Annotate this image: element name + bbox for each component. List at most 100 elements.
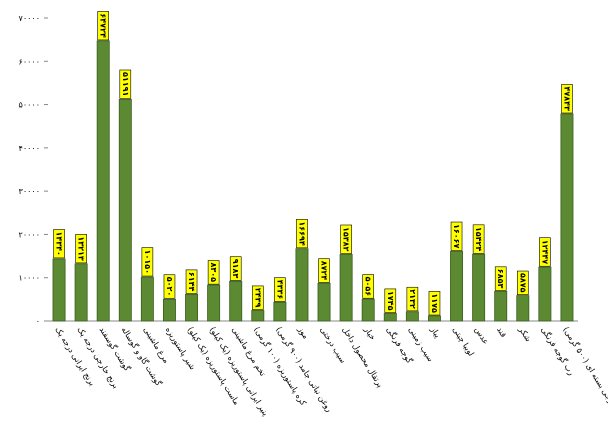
value-label-text: ۵۸۷۵ — [518, 273, 527, 293]
value-label-text: ۱۵۴۲۴ — [474, 227, 483, 252]
x-tick-label: پرتقال محصول داخل — [340, 325, 384, 389]
value-label: ۱۵۳۸۲ — [340, 224, 352, 254]
x-tick-label: لوبیا چیتی — [451, 325, 476, 357]
value-label: ۱۲۴۴۷ — [539, 237, 551, 267]
bar — [118, 99, 132, 322]
value-label: ۴۳۳۶ — [274, 277, 286, 302]
value-label-text: ۱۱۷۵ — [430, 293, 439, 313]
value-label-text: ۶۸۵۳ — [496, 269, 505, 289]
value-label-text: ۴۳۳۶ — [275, 280, 284, 300]
value-label: ۴۷۸۴۳ — [561, 84, 573, 114]
value-label: ۱۳۲۱۳ — [75, 234, 87, 264]
value-label-text: ۵۰۵۶ — [364, 277, 373, 297]
bar — [494, 290, 508, 322]
value-label: ۸۷۲۴ — [318, 258, 330, 283]
value-label-text: ۱۶۶۹۴ — [297, 221, 306, 246]
value-label-text: ۱۶۰۶۷ — [452, 224, 461, 249]
value-label-text: ۵۰۲۰ — [165, 277, 174, 297]
value-label-box — [296, 219, 308, 249]
bar — [538, 266, 552, 322]
value-label-text: ۱۵۳۸۲ — [342, 227, 351, 252]
bar — [162, 298, 176, 322]
bar — [361, 298, 375, 322]
value-label-box — [163, 274, 176, 299]
value-label-box — [539, 237, 551, 267]
value-label-text: ۵۱۱۹۱ — [121, 72, 130, 96]
value-label-text: ۱۳۲۱۳ — [77, 236, 86, 261]
value-label-text: ۲۴۳۹ — [253, 288, 262, 308]
value-label: ۱۴۳۴۰ — [53, 229, 65, 259]
value-label-box — [472, 224, 485, 254]
x-tick-label: خیار — [362, 324, 377, 341]
bar — [74, 263, 88, 322]
value-label: ۸۳۰۵ — [207, 260, 220, 285]
value-label: ۲۱۳۲ — [406, 286, 419, 312]
value-label: ۱۱۷۵ — [428, 291, 441, 316]
value-label-box — [185, 269, 198, 294]
bar — [185, 294, 199, 322]
x-tick-label: پیاز — [428, 324, 442, 339]
value-label: ۱۷۴۵ — [384, 288, 397, 313]
y-tick-label: ۰ — [36, 317, 40, 326]
y-tick-label: ۳۰۰۰۰ — [19, 187, 40, 196]
x-tick-label: برنج ایرانی درجه یک — [53, 325, 97, 387]
value-label: ۲۴۳۹ — [251, 285, 264, 310]
value-label-text: ۱۲۴۴۷ — [540, 240, 549, 265]
y-tick-label: ۴۰۰۰۰ — [19, 144, 40, 153]
bar — [450, 251, 464, 322]
value-label: ۶۴۷۲۴ — [97, 11, 110, 41]
value-label-box — [384, 288, 397, 313]
value-label-box — [229, 256, 242, 281]
value-label-box — [318, 258, 330, 283]
value-label-box — [561, 84, 573, 114]
value-label-box — [340, 224, 352, 254]
value-label-text: ۸۳۰۵ — [209, 263, 218, 283]
value-label-box — [75, 234, 87, 264]
value-label-text: ۱۰۱۵۰ — [143, 250, 152, 274]
value-label-text: ۴۷۸۴۳ — [562, 86, 571, 111]
value-label-text: ۸۷۲۴ — [320, 261, 329, 281]
value-label-box — [428, 291, 441, 316]
value-label: ۱۶۰۶۷ — [450, 221, 463, 251]
bar — [52, 258, 66, 322]
bar — [317, 282, 331, 322]
value-label-box — [141, 247, 154, 277]
y-tick-label: ۵۰۰۰۰ — [19, 101, 40, 110]
x-tick-label: شکر — [517, 324, 534, 343]
bar — [405, 311, 419, 322]
value-label-text: ۱۴۳۴۰ — [55, 232, 64, 256]
value-label-box — [406, 286, 419, 312]
value-label-text: ۶۴۷۲۴ — [99, 13, 108, 38]
value-label: ۵۱۱۹۱ — [119, 69, 132, 99]
value-label-text: ۲۱۳۲ — [408, 289, 417, 309]
x-tick-label: موز — [296, 324, 311, 340]
bar — [472, 253, 486, 322]
value-label-box — [274, 277, 286, 302]
bar — [383, 313, 397, 322]
bar — [273, 301, 287, 322]
value-label-box — [119, 69, 132, 99]
value-label-box — [251, 285, 264, 310]
value-label: ۶۱۴۴ — [185, 269, 198, 294]
x-tick-label: گوشت گاو و گوساله — [120, 325, 165, 388]
y-tick-label: ۱۰۰۰۰ — [19, 274, 40, 283]
value-label-box — [450, 221, 463, 251]
value-label-box — [516, 270, 529, 295]
x-tick-label: عدس — [473, 325, 491, 346]
value-label-box — [494, 266, 507, 291]
bar — [251, 310, 265, 322]
value-label-box — [97, 11, 110, 41]
value-label-text: ۹۱۸۳ — [231, 259, 240, 279]
value-label: ۵۰۵۶ — [362, 274, 375, 299]
x-tick-label: قند — [495, 325, 508, 339]
y-tick-label: ۷۰۰۰۰ — [19, 14, 40, 23]
bar — [207, 284, 221, 322]
y-tick-label: ۶۰۰۰۰ — [19, 57, 40, 66]
bar — [339, 254, 353, 322]
value-label: ۱۰۱۵۰ — [141, 247, 154, 277]
bar — [560, 113, 574, 322]
value-label-box — [53, 229, 65, 259]
value-label: ۵۸۷۵ — [516, 270, 529, 295]
value-label: ۹۱۸۳ — [229, 256, 242, 281]
